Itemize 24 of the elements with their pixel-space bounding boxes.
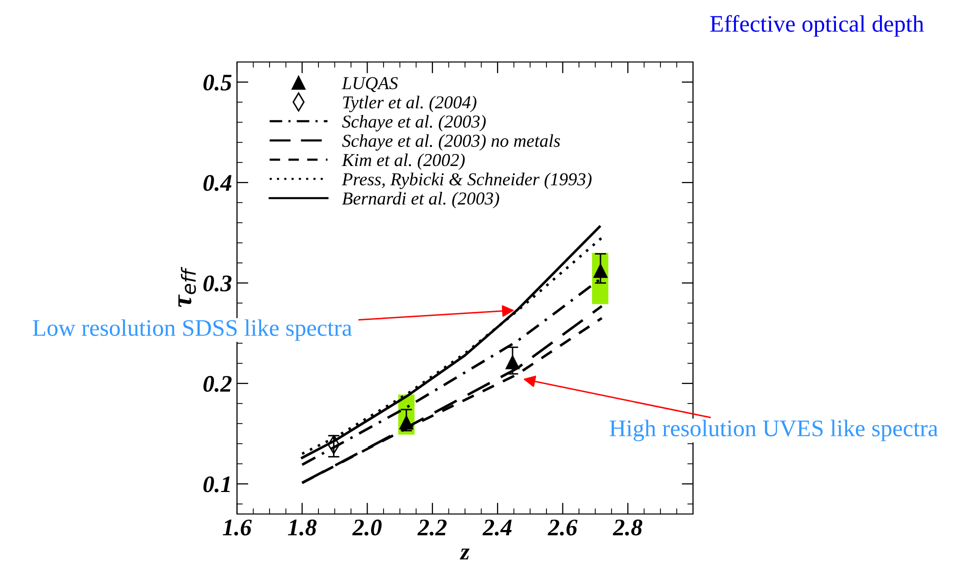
text: Effective optical depth [710,15,924,37]
x-tick-label: 2.6 [548,520,578,536]
x-axis-title: z [460,548,470,560]
legend-label: Kim et al. (2002) [342,153,465,170]
x-tick-label: 1.6 [222,520,252,536]
x-tick-label: 2.8 [612,520,642,536]
y-tick-label: 0.4 [203,175,232,192]
annotation: High resolution UVES like spectra [610,420,938,442]
legend-label: Tytler et al. (2004) [343,96,476,112]
legend-label: LUQAS [342,77,398,92]
y-tick-label: 0.1 [203,476,230,492]
y-tick-label: 0.2 [203,376,232,392]
y-tick-label: 0.3 [203,275,232,292]
legend-label: Bernardi et al. (2003) [342,192,500,208]
x-tick-label: 2.4 [482,520,512,536]
x-tick-label: 2.2 [417,520,447,536]
y-tick-label: 0.5 [203,74,232,91]
legend-label: Press, Rybicki & Schneider (1993) [342,172,592,190]
legend-label: Schaye et al. (2003) no metals [342,134,560,151]
legend-label: Schaye et al. (2003) [342,114,486,132]
y-axis-title: τ$_{eff}$ [178,266,196,308]
x-tick-label: 2.0 [352,520,382,536]
x-tick-label: 1.8 [288,520,317,536]
annotation: Low resolution SDSS like spectra [32,319,352,341]
